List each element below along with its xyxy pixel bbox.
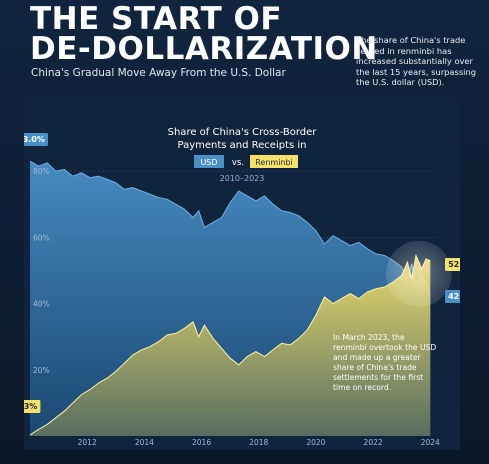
usd-line <box>29 160 431 295</box>
usd-start-label: 83.0% <box>24 135 45 144</box>
x-axis: 2012 2014 2016 2018 2020 2022 2024 <box>78 438 440 447</box>
overtake-highlight <box>385 240 452 307</box>
y-tick-label: 40% <box>33 300 50 309</box>
x-tick-label: 2022 <box>364 438 383 447</box>
title-line-2: DE-DOLLARIZATION <box>30 31 378 67</box>
renminbi-area <box>30 255 431 436</box>
x-tick-label: 2012 <box>78 438 97 447</box>
area-chart: 20% 40% 60% 80% 2012 2014 2016 2018 2020 2022 202… <box>12 98 479 450</box>
legend-rmb-swatch <box>250 155 298 168</box>
annotation-line: time on record. <box>333 383 391 392</box>
usd-end-label: 42.8% <box>448 292 460 301</box>
series-areas <box>29 160 431 436</box>
y-tick-label: 20% <box>33 366 50 375</box>
annotation-line: share of China's trade <box>333 363 417 372</box>
chart-title-line-1: Share of China's Cross-Border <box>168 127 318 138</box>
chart-period: 2010–2023 <box>220 174 265 183</box>
x-tick-label: 2024 <box>421 438 440 447</box>
legend-vs-label: vs. <box>232 158 244 168</box>
chart-title-line-2: Payments and Receipts in <box>177 140 306 151</box>
annotation-line: renminbi overtook the USD <box>333 343 436 352</box>
renminbi-start-label: 0.3% <box>24 402 37 411</box>
legend: USD vs. Renminbi <box>194 155 298 168</box>
page-subtitle: China's Gradual Move Away From the U.S. … <box>31 67 286 79</box>
title-line-1: THE START OF <box>30 1 283 37</box>
x-tick-label: 2014 <box>135 438 154 447</box>
annotation-line: and made up a greater <box>333 353 422 362</box>
y-tick-label: 80% <box>33 167 50 176</box>
annotation-line: settlements for the first <box>333 373 423 382</box>
chart-panel: 20% 40% 60% 80% 2012 2014 2016 2018 2020 2022 202… <box>12 98 479 450</box>
legend-usd-swatch <box>194 155 224 168</box>
legend-usd-label: USD <box>200 158 217 167</box>
x-tick-label: 2020 <box>306 438 325 447</box>
intro-note: The share of China's trade settled in re… <box>356 35 476 87</box>
annotation-line: In March 2023, the <box>333 333 405 342</box>
renminbi-end-label: 52.9% <box>448 260 460 269</box>
y-tick-label: 60% <box>33 233 50 242</box>
legend-rmb-label: Renminbi <box>255 158 293 167</box>
renminbi-line <box>29 253 431 436</box>
y-axis: 20% 40% 60% 80% <box>33 167 50 375</box>
page-title: THE START OF DE-DOLLARIZATION <box>30 1 378 67</box>
annotation: In March 2023, the renminbi overtook the … <box>333 333 436 392</box>
highlight-circle <box>385 240 452 307</box>
x-tick-label: 2018 <box>249 438 268 447</box>
x-tick-label: 2016 <box>192 438 211 447</box>
